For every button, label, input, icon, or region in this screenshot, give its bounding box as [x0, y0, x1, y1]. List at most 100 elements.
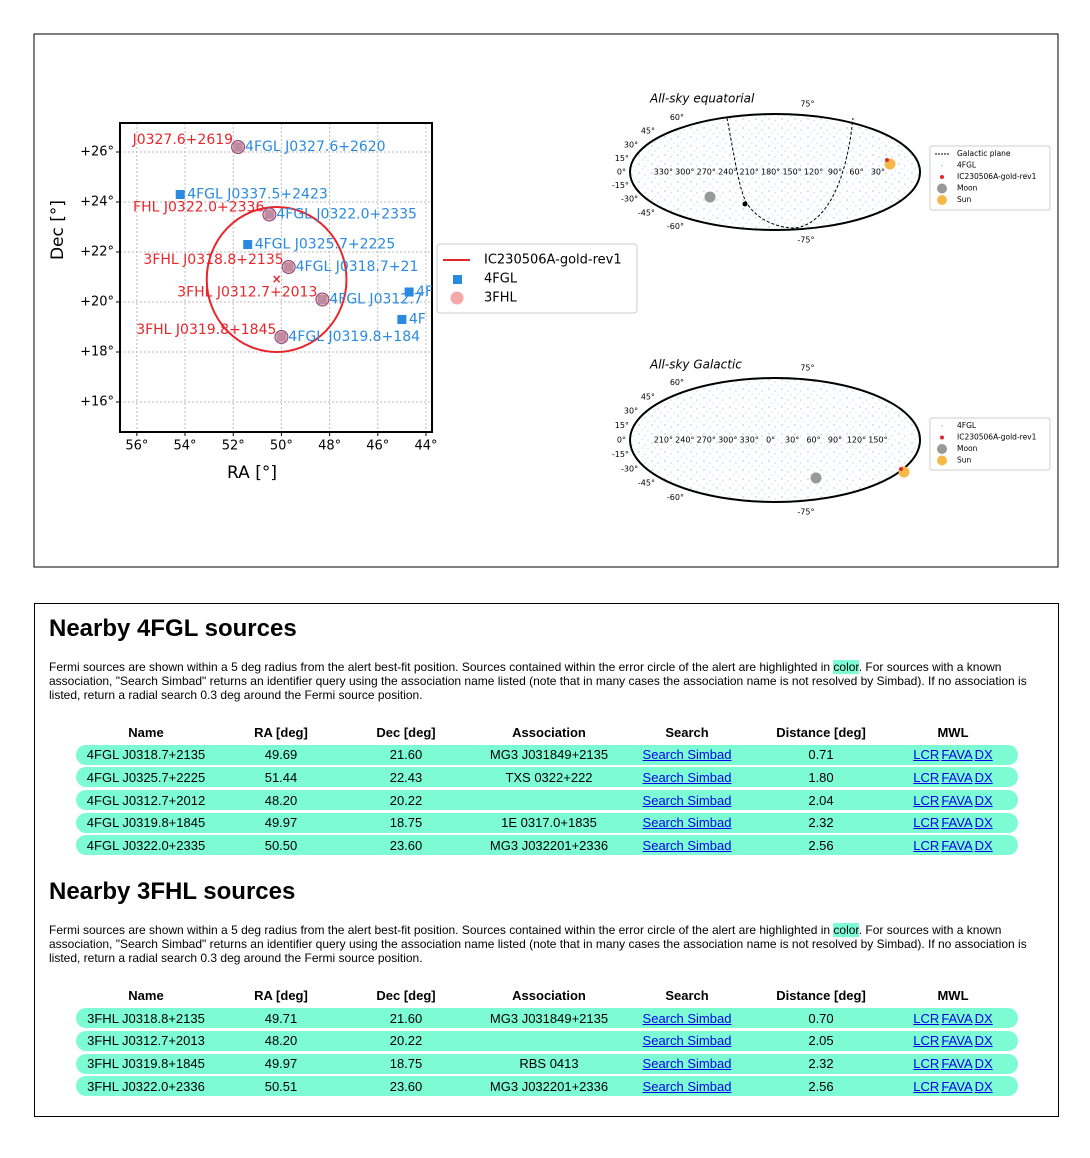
cell: Search Simbad	[632, 1056, 742, 1071]
alert-position: ×	[272, 272, 282, 286]
search-simbad-link[interactable]: Search Simbad	[642, 769, 732, 785]
lat-label: -15°	[612, 450, 629, 459]
cell: 49.71	[264, 1010, 298, 1026]
mwl-link[interactable]: FAVA	[941, 1033, 973, 1049]
mwl-link[interactable]: DX	[974, 1078, 993, 1094]
mwl-link[interactable]: FAVA	[941, 747, 973, 763]
text: Fermi sources are shown within a 5 deg r…	[49, 923, 834, 938]
lon-label: 150°	[782, 168, 801, 177]
column-header: Search	[665, 987, 709, 1003]
column-header: Dec [deg]	[376, 987, 436, 1003]
legend-label: IC230506A-gold-rev1	[484, 253, 622, 268]
mwl-link[interactable]: DX	[974, 837, 993, 853]
cell: 2.04	[808, 792, 834, 808]
legend-label: 4FGL	[957, 421, 977, 430]
mwl-link[interactable]: DX	[974, 769, 993, 785]
lat-label: 0°	[617, 168, 626, 177]
lat-label: -60°	[667, 222, 684, 231]
lat-label: 15°	[615, 154, 629, 163]
source-label: 4FGL J0327.6+2620	[245, 139, 386, 155]
mwl-link[interactable]: FAVA	[941, 1056, 973, 1071]
search-simbad-link[interactable]: Search Simbad	[642, 1056, 732, 1071]
legend-box	[929, 145, 1051, 211]
cell: 21.60	[389, 747, 423, 763]
source-4fgl	[243, 240, 253, 249]
galactic-plane	[726, 117, 854, 229]
mwl-link[interactable]: LCR	[913, 747, 940, 763]
source-3fhl	[231, 140, 246, 154]
legend-circle	[450, 291, 464, 305]
column-header: Distance [deg]	[776, 724, 866, 740]
cell: 21.60	[389, 1010, 423, 1026]
mwl-link[interactable]: LCR	[913, 837, 940, 853]
mwl-link[interactable]: DX	[974, 815, 993, 831]
mwl-link[interactable]: FAVA	[941, 815, 973, 831]
lon-label: 60°	[806, 436, 820, 445]
cell: Search Simbad	[632, 747, 742, 762]
sky-ellipse	[629, 113, 921, 231]
search-simbad-link[interactable]: Search Simbad	[642, 837, 732, 853]
highlight: color	[833, 923, 859, 938]
cell: MG3 J031849+2135	[489, 1010, 609, 1026]
mwl-link[interactable]: LCR	[913, 1033, 940, 1049]
cell: 49.97	[264, 815, 298, 831]
legend-label: Moon	[957, 184, 978, 193]
lon-label: 150°	[868, 436, 887, 445]
cell: 23.60	[389, 1078, 423, 1094]
cell: 3FHL J0319.8+1845	[87, 1056, 205, 1071]
mwl-link[interactable]: FAVA	[941, 769, 973, 785]
mwl-link[interactable]: FAVA	[941, 837, 973, 853]
alert-marker	[885, 158, 889, 162]
skymap: 56° 54° 52° 50° 48° 46° 44° +16° +18° +20° +22° +24…	[48, 122, 638, 483]
column-header: Search	[665, 724, 709, 740]
x-axis-label: RA [°]	[227, 463, 277, 483]
mwl-link[interactable]: LCR	[913, 792, 940, 808]
lat-label: 45°	[641, 127, 655, 136]
mwl-link[interactable]: DX	[974, 1033, 993, 1049]
table-row: 3FHL J0318.8+2135 49.71 21.60 MG3 J031849+2…	[76, 1008, 1018, 1029]
plots-panel: 56° 54° 52° 50° 48° 46° 44° +16° +18° +20° +22° +24…	[33, 33, 1059, 568]
legend-label: 4FGL	[957, 161, 977, 170]
search-simbad-link[interactable]: Search Simbad	[642, 1033, 732, 1049]
cell: 2.56	[808, 1078, 834, 1094]
cell: Search Simbad	[632, 1033, 742, 1048]
mwl-link[interactable]: FAVA	[941, 792, 973, 808]
search-simbad-link[interactable]: Search Simbad	[642, 815, 732, 831]
lat-label: -45°	[638, 479, 655, 488]
legend-dot	[941, 164, 943, 167]
cell: Search Simbad	[632, 793, 742, 808]
lat-label: -30°	[621, 464, 638, 473]
mwl-link[interactable]: DX	[974, 747, 993, 763]
x-tick-label: 54°	[174, 439, 197, 454]
cell: 3FHL J0322.0+2336	[87, 1078, 205, 1094]
mwl-link[interactable]: FAVA	[941, 1010, 973, 1026]
mwl-link[interactable]: FAVA	[941, 1078, 973, 1094]
cell: LCR FAVA DX	[900, 747, 1006, 762]
lat-label: 60°	[670, 378, 684, 387]
legend-dot	[937, 444, 947, 454]
search-simbad-link[interactable]: Search Simbad	[642, 1010, 732, 1026]
cell: 1.80	[808, 769, 834, 785]
mwl-link[interactable]: LCR	[913, 769, 940, 785]
search-simbad-link[interactable]: Search Simbad	[642, 747, 732, 763]
cell: LCR FAVA DX	[900, 1079, 1006, 1094]
lat-label: -75°	[797, 236, 814, 245]
mwl-link[interactable]: LCR	[913, 815, 940, 831]
lon-label: 330°	[740, 436, 759, 445]
cell: LCR FAVA DX	[900, 1033, 1006, 1048]
mwl-link[interactable]: DX	[974, 1056, 993, 1071]
allsky-equatorial: All-sky equatorial 75°60°45°30°15°0°-15°-…	[612, 92, 1051, 245]
search-simbad-link[interactable]: Search Simbad	[642, 792, 732, 808]
search-simbad-link[interactable]: Search Simbad	[642, 1078, 732, 1094]
mwl-link[interactable]: DX	[974, 792, 993, 808]
plot-title: All-sky Galactic	[649, 358, 742, 372]
mwl-link[interactable]: LCR	[913, 1056, 940, 1071]
cell: Search Simbad	[632, 1011, 742, 1026]
y-tick-label: +24°	[80, 195, 114, 210]
cell: 22.43	[389, 769, 423, 785]
mwl-link[interactable]: DX	[974, 1010, 993, 1026]
mwl-link[interactable]: LCR	[913, 1010, 940, 1026]
source-label: 4FGL J0318.7+21	[296, 259, 419, 275]
mwl-link[interactable]: LCR	[913, 1078, 940, 1094]
cell: 20.22	[389, 1033, 423, 1049]
